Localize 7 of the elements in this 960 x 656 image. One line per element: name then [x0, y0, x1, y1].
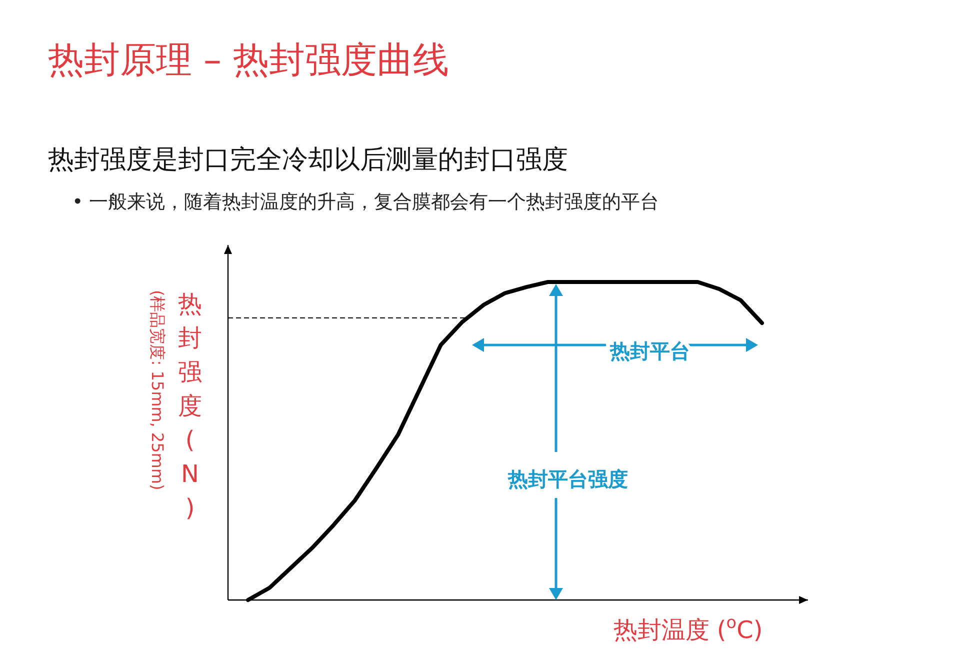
annotation: 热封平台强度 — [507, 467, 628, 491]
chart-title: 热封原理 – 热封强度曲线 — [48, 40, 449, 81]
x-axis-title: 热封温度 ($^{o}$C) — [613, 612, 763, 644]
chart-subtitle: 热封强度是封口完全冷却以后测量的封口强度 — [48, 145, 568, 175]
text: • 一般来说，随着热封温度的升高，复合膜都会有一个热封强度的平台 — [72, 191, 660, 213]
y-axis-title: 热封强度 (N) — [178, 290, 202, 522]
text: (样品宽度: 15mm, 25mm) — [148, 290, 167, 490]
